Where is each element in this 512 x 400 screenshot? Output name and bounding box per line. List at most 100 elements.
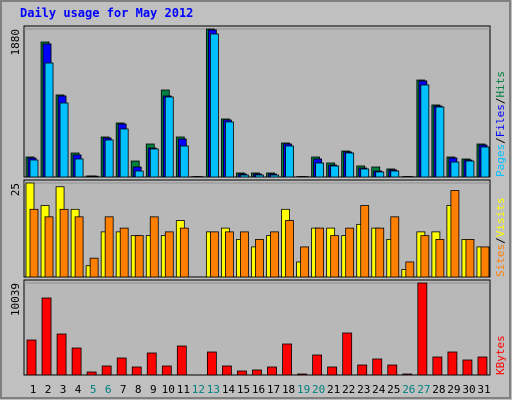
bar (206, 351, 217, 376)
y-tick-label: 1880 (9, 29, 22, 56)
legend-entry: Files (494, 104, 507, 137)
legend-entry: KBytes (494, 335, 507, 375)
bar (282, 343, 292, 376)
bar (450, 190, 460, 278)
x-tick-label: 19 (297, 383, 310, 396)
x-tick-label: 11 (177, 383, 190, 396)
bar (477, 356, 488, 376)
bar (176, 345, 187, 376)
bar (267, 366, 277, 376)
legend: KBytes (494, 335, 507, 375)
bar (44, 62, 54, 178)
bar (270, 231, 279, 278)
bar (74, 158, 84, 178)
bar (222, 365, 232, 376)
bar (375, 227, 385, 278)
x-tick-label: 15 (237, 383, 250, 396)
bar (134, 170, 144, 178)
bar (134, 235, 144, 278)
legend-separator: / (494, 137, 507, 144)
legend: Pages/Files/Hits (494, 71, 507, 177)
x-tick-label: 9 (150, 383, 157, 396)
bar (480, 146, 490, 178)
x-tick-label: 12 (192, 383, 205, 396)
bar (89, 175, 99, 178)
bar (29, 159, 39, 178)
legend: Sites/Visits (494, 198, 507, 278)
x-tick-label: 14 (222, 383, 236, 396)
bar (480, 246, 490, 278)
bar (357, 364, 368, 376)
bar (447, 351, 458, 376)
x-tick-label: 4 (75, 383, 82, 396)
bar (149, 216, 159, 278)
bar (164, 231, 174, 278)
bar (387, 364, 398, 376)
bar (462, 359, 473, 376)
x-tick-label: 30 (462, 383, 475, 396)
bar (435, 238, 445, 278)
bar (161, 365, 172, 376)
x-tick-label: 10 (162, 383, 175, 396)
bar (360, 168, 370, 178)
bar (390, 216, 400, 278)
x-tick-label: 26 (402, 383, 415, 396)
x-tick-label: 1 (30, 383, 37, 396)
x-tick-label: 7 (120, 383, 127, 396)
legend-entry: Visits (494, 198, 507, 238)
bar (375, 171, 385, 178)
x-tick-label: 16 (252, 383, 265, 396)
bar (131, 366, 142, 376)
bar (119, 128, 129, 178)
x-tick-label: 24 (372, 383, 386, 396)
bar (420, 84, 430, 178)
bar (26, 339, 37, 376)
bar (56, 333, 67, 376)
plot-area (23, 279, 491, 376)
bar (164, 96, 174, 178)
bar (342, 332, 353, 376)
bar (104, 139, 114, 178)
chart-title: Daily usage for May 2012 (20, 6, 193, 20)
x-tick-label: 21 (327, 383, 340, 396)
y-tick-label: 10039 (9, 283, 22, 316)
legend-entry: Pages (494, 144, 507, 177)
bar (74, 216, 84, 278)
legend-entry: Sites (494, 244, 507, 277)
bar (101, 365, 112, 376)
bar (465, 238, 475, 278)
bar (104, 216, 114, 278)
bar (146, 352, 157, 376)
bar (420, 235, 430, 278)
bar (465, 160, 475, 178)
x-tick-label: 31 (477, 383, 490, 396)
bar (252, 369, 262, 376)
bar (390, 170, 400, 178)
bar (59, 208, 69, 278)
bar (330, 165, 340, 178)
bar (450, 161, 460, 178)
bar (372, 358, 383, 376)
x-tick-label: 5 (90, 383, 97, 396)
bar (270, 174, 279, 178)
bar (417, 282, 428, 376)
bar (41, 297, 52, 376)
bar (179, 145, 189, 178)
bar (255, 174, 264, 178)
bar (209, 231, 219, 278)
bar (315, 227, 325, 278)
x-tick-label: 25 (387, 383, 400, 396)
bar (312, 354, 323, 376)
bar (402, 373, 413, 376)
bar (255, 238, 264, 278)
bar (225, 121, 234, 178)
legend-separator: / (494, 98, 507, 105)
bar (405, 261, 415, 278)
x-tick-label: 18 (282, 383, 295, 396)
bar (29, 208, 39, 278)
bar (116, 357, 127, 376)
bar (240, 231, 249, 278)
bar (225, 231, 234, 278)
bar (59, 102, 69, 178)
